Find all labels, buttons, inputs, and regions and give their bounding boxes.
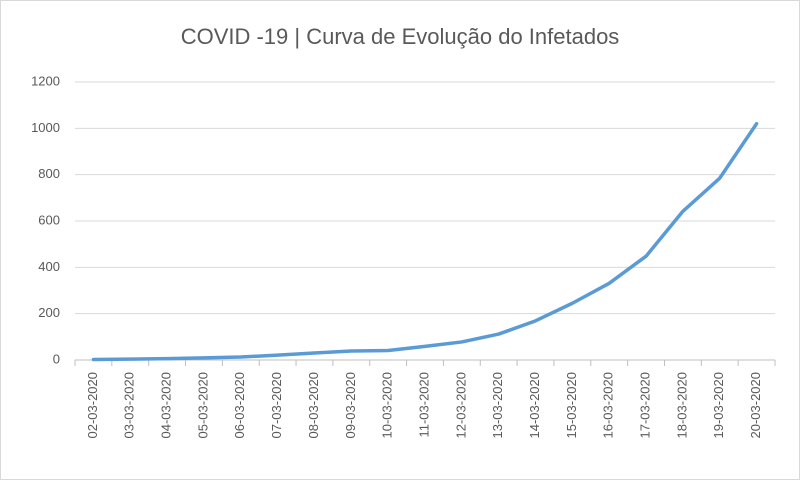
y-tick-label: 200 [38,305,60,320]
y-tick-label: 600 [38,212,60,227]
x-tick-label: 05-03-2020 [195,372,210,439]
x-tick-label: 12-03-2020 [453,372,468,439]
x-tick-label: 19-03-2020 [711,372,726,439]
data-line [91,121,759,362]
x-tick-label: 20-03-2020 [748,372,763,439]
chart-title: COVID -19 | Curva de Evolução do Infetad… [181,24,620,49]
y-tick-label: 1000 [31,120,60,135]
y-tick-label: 400 [38,259,60,274]
y-tick-label: 800 [38,166,60,181]
x-tick-label: 06-03-2020 [232,372,247,439]
x-tick-label: 04-03-2020 [159,372,174,439]
x-tick-label: 15-03-2020 [564,372,579,439]
x-tick-label: 02-03-2020 [85,372,100,439]
x-tick-label: 03-03-2020 [122,372,137,439]
x-tick-label: 17-03-2020 [637,372,652,439]
x-tick-label: 18-03-2020 [674,372,689,439]
x-tick-label: 07-03-2020 [269,372,284,439]
x-tick-label: 11-03-2020 [416,372,431,438]
x-tick-label: 16-03-2020 [601,372,616,439]
x-tick-label: 14-03-2020 [527,372,542,439]
y-tick-label: 1200 [31,73,60,88]
x-tick-label: 10-03-2020 [380,372,395,439]
y-tick-label: 0 [53,351,60,366]
x-tick-label: 09-03-2020 [343,372,358,439]
x-tick-label: 08-03-2020 [306,372,321,439]
x-tick-label: 13-03-2020 [490,372,505,439]
